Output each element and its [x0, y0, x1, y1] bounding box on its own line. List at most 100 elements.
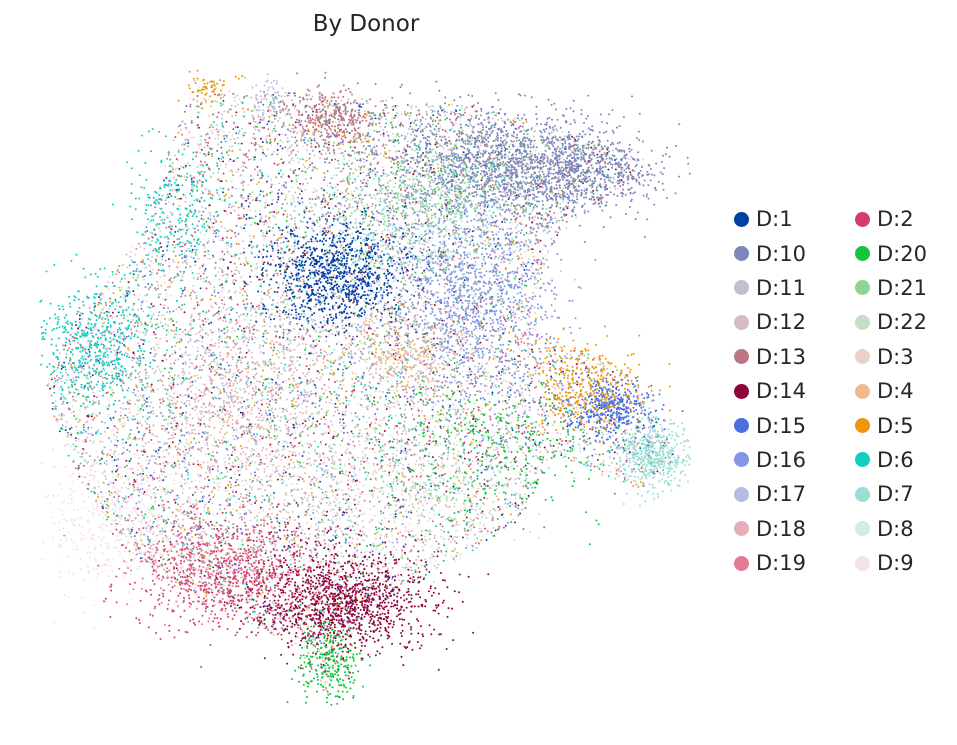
scatter-point — [359, 429, 361, 431]
scatter-point — [251, 617, 253, 619]
scatter-point — [187, 474, 189, 476]
scatter-point — [138, 271, 140, 273]
scatter-point — [142, 331, 144, 333]
scatter-point — [617, 187, 619, 189]
scatter-point — [175, 535, 177, 537]
scatter-point — [342, 111, 344, 113]
scatter-point — [488, 388, 490, 390]
scatter-point — [164, 428, 166, 430]
scatter-point — [535, 370, 537, 372]
scatter-point — [239, 98, 241, 100]
scatter-point — [475, 191, 477, 193]
scatter-point — [514, 505, 516, 507]
scatter-point — [339, 444, 341, 446]
scatter-point — [318, 216, 320, 218]
scatter-point — [345, 390, 347, 392]
scatter-point — [417, 538, 419, 540]
scatter-point — [427, 394, 429, 396]
scatter-point — [359, 510, 361, 512]
scatter-point — [113, 513, 115, 515]
scatter-point — [394, 425, 396, 427]
scatter-point — [209, 137, 211, 139]
scatter-point — [269, 139, 271, 141]
scatter-point — [118, 287, 120, 289]
scatter-point — [224, 461, 226, 463]
scatter-point — [298, 453, 300, 455]
scatter-point — [197, 278, 199, 280]
scatter-point — [105, 478, 107, 480]
scatter-point — [386, 239, 388, 241]
scatter-point — [246, 399, 248, 401]
scatter-point — [456, 522, 458, 524]
scatter-point — [167, 325, 169, 327]
scatter-point — [261, 403, 263, 405]
scatter-point — [487, 204, 489, 206]
scatter-point — [192, 494, 194, 496]
scatter-point — [416, 119, 418, 121]
scatter-point — [92, 374, 94, 376]
scatter-point — [167, 215, 169, 217]
scatter-point — [326, 465, 328, 467]
scatter-point — [212, 411, 214, 413]
scatter-point — [515, 427, 517, 429]
scatter-point — [456, 542, 458, 544]
scatter-point — [301, 402, 303, 404]
scatter-point — [77, 342, 79, 344]
scatter-point — [472, 439, 474, 441]
scatter-point — [467, 285, 469, 287]
scatter-point — [563, 152, 565, 154]
scatter-point — [434, 444, 436, 446]
scatter-point — [379, 419, 381, 421]
scatter-point — [242, 170, 244, 172]
scatter-point — [448, 538, 450, 540]
scatter-point — [86, 472, 88, 474]
scatter-point — [213, 121, 215, 123]
scatter-point — [400, 225, 402, 227]
scatter-point — [151, 256, 153, 258]
scatter-point — [172, 432, 174, 434]
scatter-point — [595, 453, 597, 455]
scatter-point — [246, 315, 248, 317]
scatter-point — [599, 361, 601, 363]
scatter-point — [464, 436, 466, 438]
scatter-point — [371, 313, 373, 315]
scatter-point — [361, 435, 363, 437]
scatter-point — [83, 424, 85, 426]
scatter-point — [553, 187, 555, 189]
scatter-point — [192, 285, 194, 287]
scatter-point — [265, 215, 267, 217]
scatter-point — [50, 374, 52, 376]
scatter-point — [507, 234, 509, 236]
scatter-point — [364, 552, 366, 554]
scatter-point — [546, 424, 548, 426]
scatter-point — [374, 515, 376, 517]
scatter-point — [502, 306, 504, 308]
scatter-point — [58, 387, 60, 389]
scatter-point — [223, 274, 225, 276]
scatter-point — [483, 354, 485, 356]
scatter-point — [390, 122, 392, 124]
scatter-point — [251, 407, 253, 409]
scatter-point — [527, 133, 529, 135]
scatter-point — [421, 530, 423, 532]
scatter-point — [236, 312, 238, 314]
scatter-point — [141, 308, 143, 310]
scatter-point — [111, 371, 113, 373]
scatter-point — [368, 206, 370, 208]
scatter-point — [144, 295, 146, 297]
scatter-point — [78, 465, 80, 467]
scatter-point — [262, 495, 264, 497]
scatter-point — [221, 525, 223, 527]
scatter-point — [544, 412, 546, 414]
scatter-point — [548, 145, 550, 147]
scatter-point — [503, 487, 505, 489]
scatter-point — [187, 472, 189, 474]
scatter-point — [229, 385, 231, 387]
scatter-point — [533, 136, 535, 138]
scatter-point — [572, 450, 574, 452]
scatter-point — [336, 660, 338, 662]
scatter-point — [433, 509, 435, 511]
scatter-point — [225, 163, 227, 165]
scatter-point — [378, 262, 380, 264]
scatter-point — [485, 378, 487, 380]
